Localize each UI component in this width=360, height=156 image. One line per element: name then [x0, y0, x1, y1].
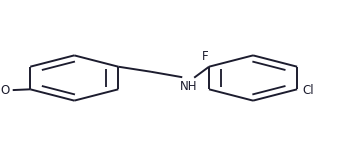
Text: Cl: Cl	[302, 84, 314, 97]
Text: F: F	[202, 50, 208, 63]
Text: O: O	[0, 84, 9, 97]
Text: NH: NH	[180, 80, 197, 93]
